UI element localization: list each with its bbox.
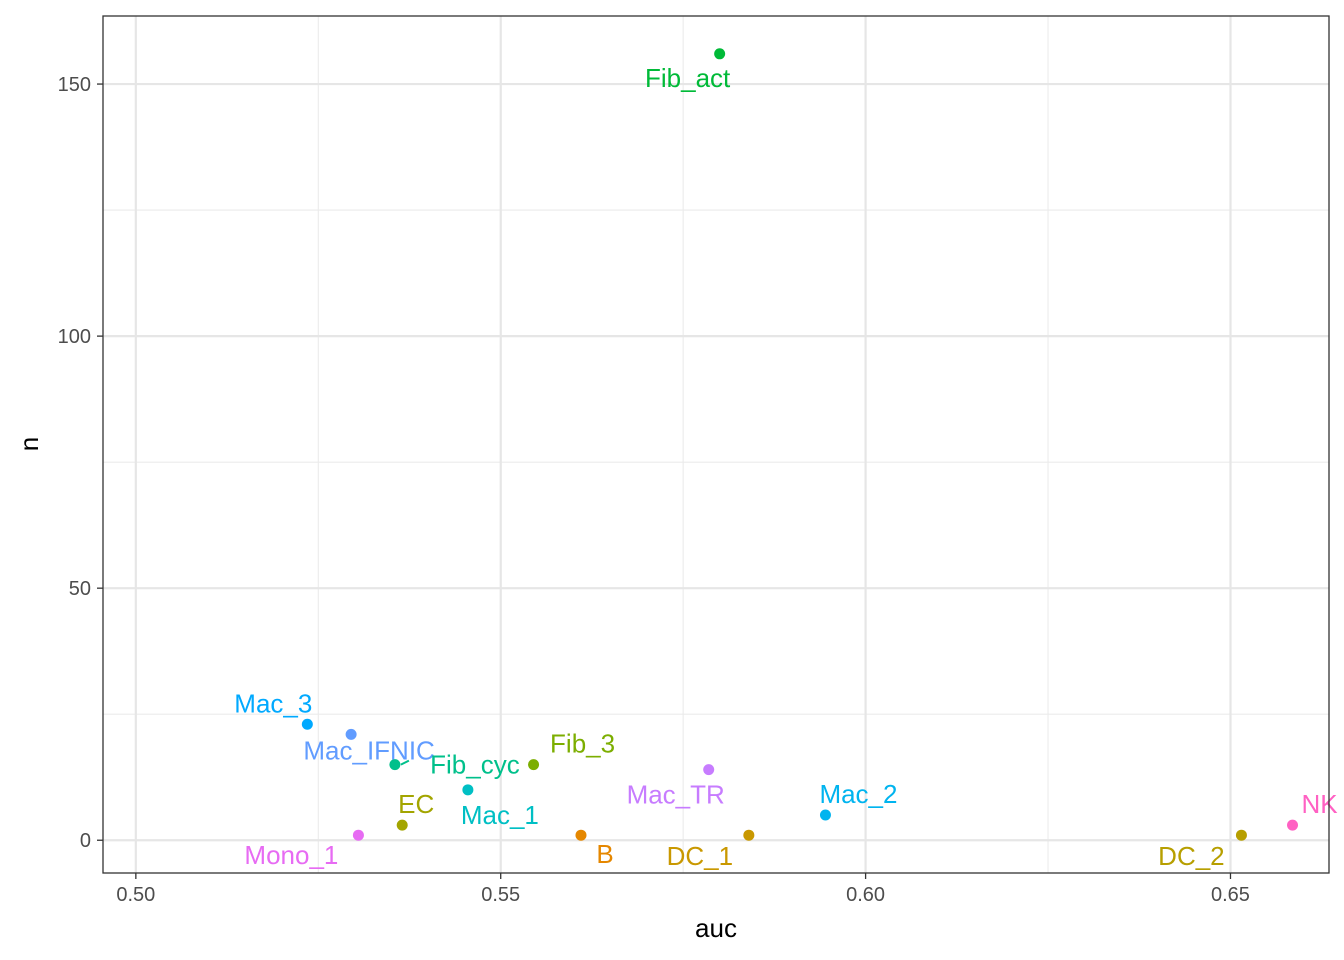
y-axis: 0 50 100 150 [58,74,103,852]
x-tick-label: 0.50 [116,884,155,906]
label-fib-3: Fib_3 [550,729,615,759]
label-dc-1: DC_1 [667,841,733,871]
label-mac-ifnic: Mac_IFNIC [303,735,434,765]
point-mac-1 [462,784,474,796]
point-dc-1 [743,829,755,841]
point-mac-3 [301,718,313,730]
label-mac-2: Mac_2 [819,779,897,809]
label-connectors [400,759,410,766]
label-ec: EC [398,789,434,819]
point-ec [396,819,408,831]
label-dc-2: DC_2 [1158,841,1224,871]
y-tick-label: 0 [80,830,91,852]
point-mac-ifnic [345,728,357,740]
point-mac-2 [819,809,831,821]
label-mac-1: Mac_1 [461,800,539,830]
y-tick-label: 150 [58,74,91,96]
y-tick-label: 50 [69,578,91,600]
point-mac-tr [703,764,715,776]
point-b [575,829,587,841]
label-fib-cyc: Fib_cyc [430,750,520,780]
x-tick-label: 0.65 [1211,884,1250,906]
point-fib-3 [528,759,540,771]
point-mono-1 [352,829,364,841]
label-mac-tr: Mac_TR [627,780,725,810]
x-tick-label: 0.60 [846,884,885,906]
connector-fib-cyc [400,759,410,766]
x-axis-title: auc [695,913,737,943]
plot-border [102,15,1330,874]
point-fib-act [714,48,726,60]
data-points [301,48,1299,841]
point-dc-2 [1235,829,1247,841]
y-axis-title: n [14,437,44,451]
label-mono-1: Mono_1 [244,840,338,870]
label-mac-3: Mac_3 [234,688,312,718]
grid-major [103,16,1329,873]
label-nk: NK [1301,789,1338,819]
y-tick-label: 100 [58,326,91,348]
x-axis: 0.50 0.55 0.60 0.65 [116,873,1250,906]
plot-panel [103,16,1329,873]
grid-minor [103,16,1329,873]
x-tick-label: 0.55 [481,884,520,906]
point-fib-cyc [389,759,401,771]
label-b: B [596,839,613,869]
point-nk [1287,819,1299,831]
label-fib-act: Fib_act [645,63,731,93]
